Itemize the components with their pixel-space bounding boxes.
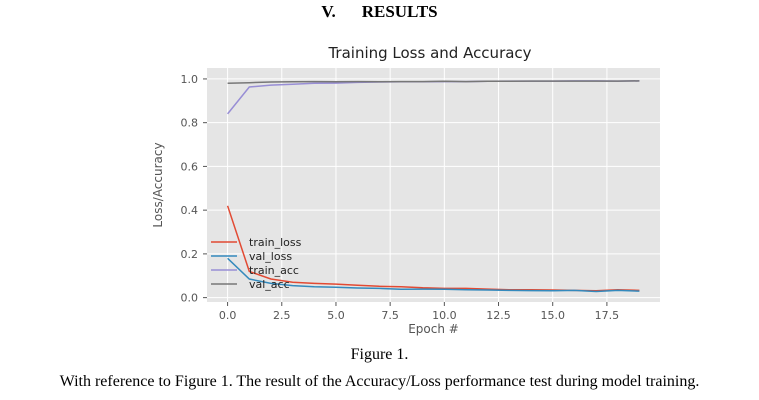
series-line-val-loss: [227, 257, 640, 293]
section-number: V.: [321, 2, 336, 21]
x-tick-label: 10.0: [432, 309, 457, 322]
y-tick-label: 0.2: [181, 248, 199, 261]
series-line-val-acc: [227, 80, 640, 85]
y-tick-label: 0.0: [181, 292, 199, 305]
y-tick-label: 0.8: [181, 117, 199, 130]
section-heading: V. RESULTS: [0, 2, 759, 22]
x-tick-label: 12.5: [486, 309, 511, 322]
line-chart: Training Loss and Accuracy 0.0 2.5 5.0 7.5 1…: [151, 44, 660, 336]
x-tick-label: 17.5: [595, 309, 620, 322]
x-tick-label: 7.5: [381, 309, 399, 322]
legend-label: val_loss: [249, 250, 292, 263]
legend-label: val_acc: [249, 278, 290, 291]
body-paragraph: With reference to Figure 1. The result o…: [59, 373, 700, 390]
y-axis-label: Loss/Accuracy: [151, 142, 165, 227]
series-lines: [226, 80, 640, 293]
legend-label: train_loss: [249, 236, 302, 249]
figure-caption: Figure 1.: [350, 346, 409, 363]
y-tick-label: 1.0: [181, 73, 199, 86]
x-tick-label: 0.0: [219, 309, 237, 322]
y-tick-label: 0.6: [181, 160, 199, 173]
plot-area: [207, 68, 660, 302]
section-title: RESULTS: [361, 2, 438, 21]
y-axis-ticks: 0.0 0.2 0.4 0.6 0.8 1.0: [181, 73, 207, 305]
x-axis-label: Epoch #: [408, 322, 459, 336]
x-axis-ticks: 0.0 2.5 5.0 7.5 10.0 12.5 15.0 17.5: [219, 302, 619, 322]
legend-label: train_acc: [249, 264, 299, 277]
x-tick-label: 2.5: [273, 309, 291, 322]
grid-lines: [207, 68, 660, 302]
x-tick-label: 5.0: [327, 309, 345, 322]
x-tick-label: 15.0: [540, 309, 565, 322]
y-tick-label: 0.4: [181, 204, 199, 217]
chart-title: Training Loss and Accuracy: [327, 44, 531, 62]
